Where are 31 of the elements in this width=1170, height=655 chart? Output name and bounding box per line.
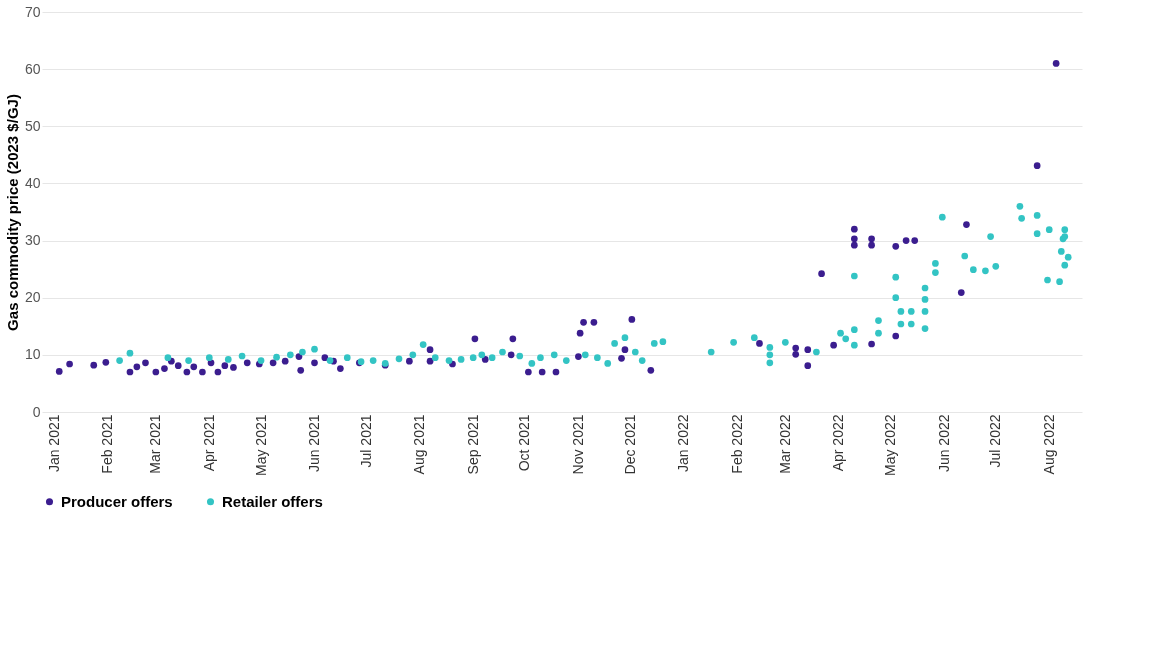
- y-tick-label: 20: [24, 289, 41, 306]
- y-tick-label: 50: [24, 117, 41, 134]
- x-tick-label: Jun 2022: [935, 414, 952, 473]
- legend-label: Producer offers: [61, 492, 173, 510]
- x-tick-label: Aug 2022: [1040, 414, 1057, 475]
- x-tick-label: Jan 2021: [45, 414, 62, 473]
- legend-label: Retailer offers: [222, 492, 323, 510]
- x-tick-label: Jul 2022: [987, 414, 1004, 468]
- y-tick-label: 40: [24, 174, 41, 191]
- x-tick-label: May 2021: [252, 414, 269, 476]
- y-tick-label: 10: [24, 346, 41, 363]
- x-tick-label: Apr 2021: [200, 414, 217, 472]
- x-tick-label: Feb 2022: [728, 414, 745, 474]
- x-tick-label: Dec 2021: [621, 414, 638, 475]
- y-tick-label: 0: [32, 403, 41, 420]
- x-tick-label: Apr 2022: [830, 414, 847, 472]
- x-tick-label: Jul 2021: [357, 414, 374, 468]
- x-tick-label: Nov 2021: [569, 414, 586, 475]
- x-tick-label: Feb 2021: [99, 414, 116, 474]
- x-tick-label: Sep 2021: [464, 414, 481, 475]
- x-tick-label: Mar 2021: [147, 414, 164, 474]
- y-tick-label: 60: [24, 60, 41, 77]
- x-tick-label: Mar 2022: [776, 414, 793, 474]
- y-tick-label: 70: [24, 3, 41, 20]
- x-tick-label: Oct 2021: [516, 414, 533, 472]
- y-tick-label: 30: [24, 232, 41, 249]
- x-tick-label: Jun 2021: [306, 414, 322, 473]
- x-tick-label: Aug 2021: [411, 414, 428, 475]
- x-tick-label: May 2022: [882, 414, 899, 476]
- x-tick-label: Jan 2022: [675, 414, 692, 473]
- y-axis-title: Gas commodity price (2023 $/GJ): [3, 94, 21, 331]
